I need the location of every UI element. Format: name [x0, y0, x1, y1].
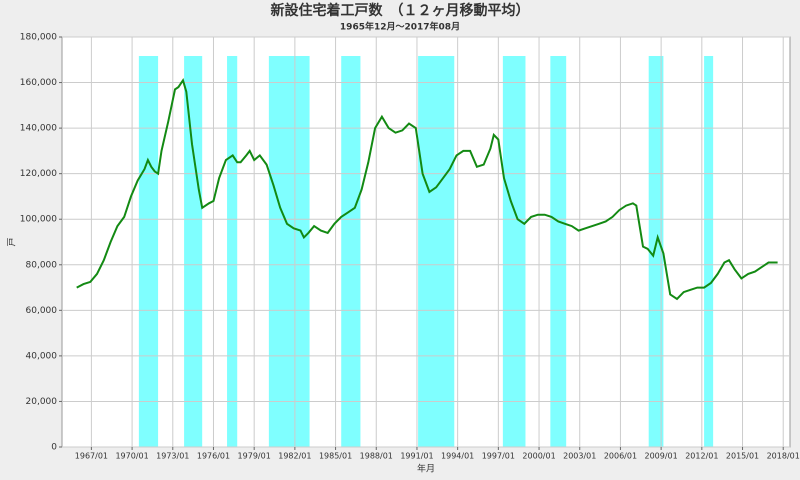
x-tick-label: 2003/01 [563, 452, 596, 461]
shaded-period [268, 56, 310, 447]
x-tick-label: 1973/01 [156, 452, 189, 461]
y-axis-label: 戸 [7, 237, 18, 246]
x-tick-label: 2000/01 [522, 452, 555, 461]
shaded-period [138, 56, 159, 447]
x-tick-label: 1976/01 [197, 452, 230, 461]
x-axis-label: 年月 [417, 463, 435, 475]
shaded-period [550, 56, 567, 447]
x-tick-label: 2018/01 [767, 452, 800, 461]
y-tick-label: 180,000 [20, 33, 57, 43]
y-tick-label: 20,000 [26, 397, 58, 407]
x-tick-label: 1970/01 [115, 452, 148, 461]
data-line [76, 77, 778, 301]
shaded-period [418, 56, 455, 447]
x-tick-label: 2006/01 [604, 452, 637, 461]
x-tick-label: 1979/01 [238, 452, 271, 461]
y-tick-label: 80,000 [26, 260, 58, 270]
x-tick-label: 1982/01 [278, 452, 311, 461]
x-tick-label: 2015/01 [726, 452, 759, 461]
y-tick-label: 60,000 [26, 306, 58, 316]
shaded-period [184, 56, 203, 447]
y-tick-label: 0 [51, 443, 57, 453]
x-tick-label: 1994/01 [441, 452, 474, 461]
y-tick-label: 40,000 [26, 351, 58, 361]
chart-subtitle: 1965年12月～2017年08月 [340, 21, 460, 33]
chart-title: 新設住宅着工戸数 （１２ヶ月移動平均） [271, 2, 530, 19]
shaded-period [648, 56, 664, 447]
y-tick-label: 160,000 [20, 78, 57, 88]
x-tick-label: 1988/01 [360, 452, 393, 461]
x-tick-label: 1985/01 [319, 452, 352, 461]
x-tick-label: 2009/01 [645, 452, 678, 461]
x-tick-label: 1991/01 [400, 452, 433, 461]
shaded-period [341, 56, 361, 447]
y-tick-label: 100,000 [20, 215, 57, 225]
shaded-period [502, 56, 526, 447]
y-tick-label: 140,000 [20, 124, 57, 134]
shaded-period [704, 56, 714, 447]
x-tick-label: 1997/01 [482, 452, 515, 461]
x-tick-label: 2012/01 [685, 452, 718, 461]
shaded-period [227, 56, 238, 447]
y-tick-label: 120,000 [20, 169, 57, 179]
x-tick-label: 1967/01 [75, 452, 108, 461]
